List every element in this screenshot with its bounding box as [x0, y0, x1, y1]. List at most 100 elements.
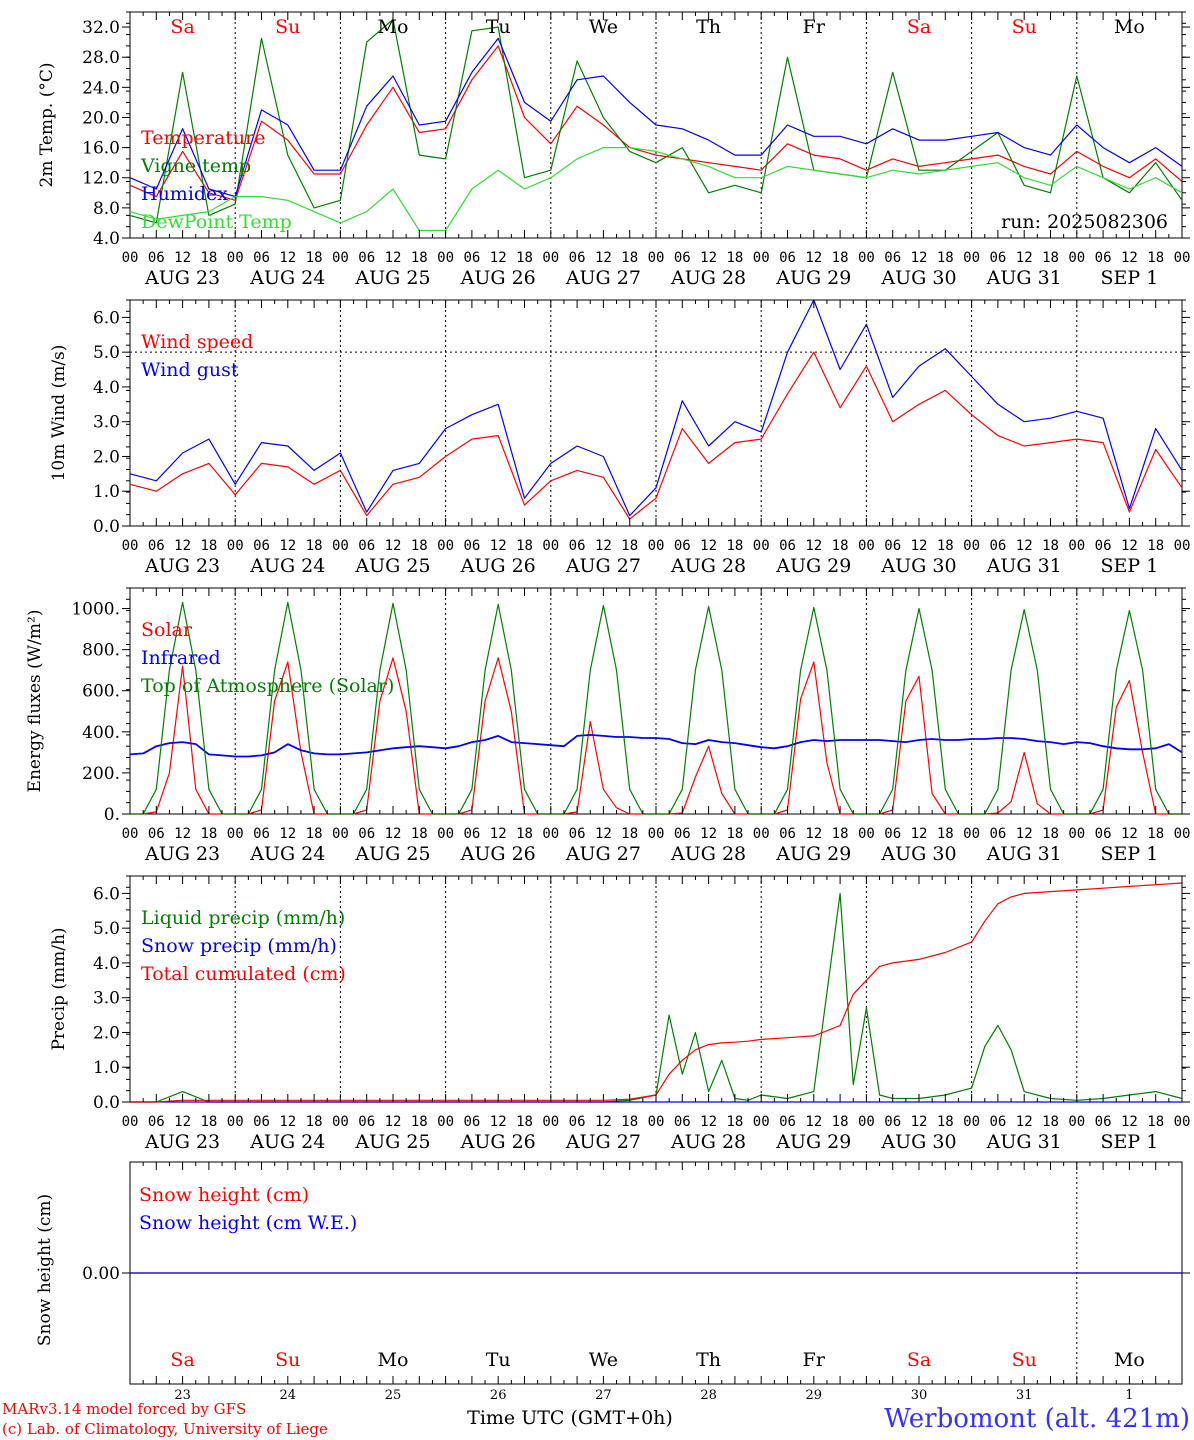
hour-tick-label: 18	[832, 1114, 849, 1130]
date-label: AUG 28	[670, 555, 746, 577]
day-abbr-label: Mo	[1114, 1349, 1145, 1371]
day-abbreviations-bottom: Sa Su Mo Tu We Th Fr Sa Su Mo	[170, 1349, 1144, 1371]
day-abbr-label: Sa	[170, 16, 194, 38]
hour-tick-label: 06	[358, 250, 375, 266]
hour-tick-label: 12	[1121, 1114, 1138, 1130]
hour-tick-label: 06	[884, 538, 901, 554]
time-axis-label: Time UTC (GMT+0h)	[467, 1407, 673, 1429]
hour-tick-label: 18	[832, 250, 849, 266]
wind-panel-grid	[130, 300, 1182, 526]
hour-tick-label: 12	[1121, 538, 1138, 554]
wind-panel-axes: 0.0 1.0 2.0 3.0 4.0 5.0 6.0 00 06 12 18 00 06 12 18 00 0…	[93, 299, 1190, 577]
hour-tick-label: 12	[595, 250, 612, 266]
hour-tick-label: 12	[595, 1114, 612, 1130]
hour-tick-label: 12	[174, 1114, 191, 1130]
y-tick-label: 1000.	[71, 600, 120, 620]
hour-tick-label: 12	[1016, 538, 1033, 554]
y-tick-label: 0.0	[93, 517, 120, 537]
series-line-humidex	[129, 37, 1183, 198]
hour-tick-label: 06	[463, 250, 480, 266]
day-abbr-label: Mo	[1114, 16, 1145, 38]
hour-tick-label: 00	[1068, 250, 1085, 266]
date-label: AUG 29	[775, 267, 851, 289]
hour-tick-label: 12	[385, 538, 402, 554]
date-label: AUG 31	[986, 843, 1062, 865]
hour-tick-label: 06	[253, 826, 270, 842]
hour-tick-label: 18	[516, 250, 533, 266]
hour-tick-label: 00	[1174, 1114, 1191, 1130]
hour-tick-label: 06	[253, 1114, 270, 1130]
wind-ylabel: 10m Wind (m/s)	[49, 345, 69, 482]
date-label: SEP 1	[1100, 555, 1158, 577]
hour-tick-label: 18	[1042, 1114, 1059, 1130]
hour-tick-label: 12	[595, 826, 612, 842]
date-label: AUG 28	[670, 267, 746, 289]
day-number-label: 30	[911, 1388, 928, 1403]
hour-tick-label: 00	[332, 250, 349, 266]
date-label: AUG 27	[565, 843, 641, 865]
hour-tick-label: 06	[989, 826, 1006, 842]
date-label: AUG 30	[880, 267, 956, 289]
hour-tick-label: 12	[595, 538, 612, 554]
date-label: AUG 26	[460, 843, 536, 865]
hour-tick-label: 12	[805, 826, 822, 842]
day-abbr-label: Mo	[378, 1349, 409, 1371]
hour-tick-label: 00	[332, 1114, 349, 1130]
y-tick-label: 2.0	[93, 1023, 120, 1043]
hour-tick-label: 18	[1147, 250, 1164, 266]
day-number-label: 23	[174, 1388, 191, 1403]
date-label: AUG 25	[354, 1131, 430, 1153]
hour-tick-label: 06	[253, 538, 270, 554]
day-abbr-label: Mo	[378, 16, 409, 38]
model-credit: MARv3.14 model forced by GFS	[2, 1400, 246, 1418]
date-label: AUG 29	[775, 843, 851, 865]
y-tick-label: 4.0	[93, 229, 120, 249]
hour-tick-label: 18	[937, 826, 954, 842]
hour-tick-label: 06	[884, 1114, 901, 1130]
hour-tick-label: 00	[227, 1114, 244, 1130]
day-number-label: 31	[1016, 1388, 1033, 1403]
hour-tick-label: 18	[726, 538, 743, 554]
date-label: AUG 25	[354, 843, 430, 865]
y-tick-label: 600.	[82, 682, 120, 702]
hour-tick-label: 18	[726, 250, 743, 266]
wind-panel-series	[129, 299, 1183, 520]
wind-panel-frame	[129, 299, 1183, 527]
hour-tick-label: 18	[726, 1114, 743, 1130]
y-tick-label: 5.0	[93, 919, 120, 939]
date-label: AUG 29	[775, 1131, 851, 1153]
hour-tick-label: 18	[1147, 1114, 1164, 1130]
hour-tick-label: 06	[463, 826, 480, 842]
hour-tick-label: 00	[753, 826, 770, 842]
hour-tick-label: 00	[963, 538, 980, 554]
series-line-dewpoint-temp	[129, 147, 1183, 232]
date-label: AUG 24	[249, 555, 325, 577]
hour-tick-label: 00	[122, 826, 139, 842]
hour-tick-label: 18	[200, 250, 217, 266]
date-label: AUG 28	[670, 1131, 746, 1153]
date-label: AUG 24	[249, 1131, 325, 1153]
hour-tick-label: 12	[174, 250, 191, 266]
hour-tick-label: 18	[726, 826, 743, 842]
hour-tick-label: 00	[648, 250, 665, 266]
hour-tick-label: 06	[779, 826, 796, 842]
precip-panel-grid	[234, 876, 1078, 1102]
hour-tick-label: 18	[621, 538, 638, 554]
hour-tick-label: 12	[174, 538, 191, 554]
legend-wind-gust: Wind gust	[141, 359, 239, 381]
hour-tick-label: 00	[437, 826, 454, 842]
hour-tick-label: 18	[1147, 826, 1164, 842]
day-number-label: 27	[595, 1388, 612, 1403]
hour-tick-label: 18	[832, 538, 849, 554]
hour-tick-label: 12	[911, 826, 928, 842]
energy-ylabel: Energy fluxes (W/m²)	[25, 610, 45, 793]
hour-tick-label: 00	[1068, 826, 1085, 842]
hour-tick-label: 12	[279, 538, 296, 554]
day-numbers: 23 24 25 26 27 28 29 30 31 1	[174, 1388, 1133, 1403]
hour-tick-label: 18	[621, 250, 638, 266]
y-tick-label: 400.	[82, 723, 120, 743]
run-label: run: 2025082306	[1001, 211, 1168, 233]
hour-tick-label: 18	[200, 826, 217, 842]
hour-tick-label: 00	[227, 250, 244, 266]
date-label: AUG 30	[880, 555, 956, 577]
